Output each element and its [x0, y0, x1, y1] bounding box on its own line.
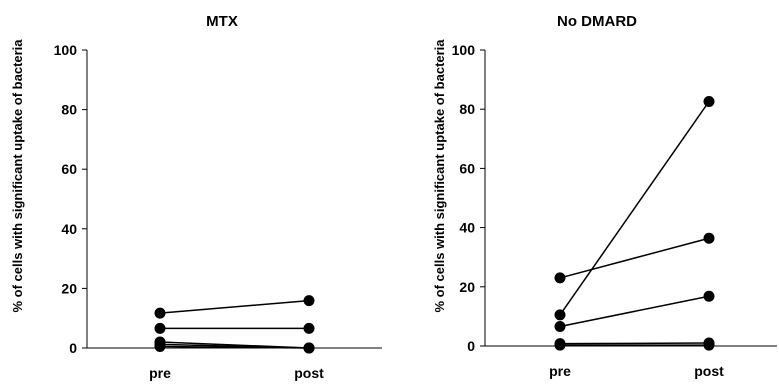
series-group	[554, 96, 715, 351]
series-1	[554, 96, 715, 321]
series-group	[154, 295, 315, 354]
x-tick-label: post	[694, 363, 724, 379]
y-tick-label: 0	[69, 340, 77, 356]
series-4	[554, 337, 715, 350]
chart-panel-mtx: MTX % of cells with significant uptake o…	[10, 13, 382, 381]
chart-title: No DMARD	[557, 13, 637, 30]
y-tick-label: 40	[459, 220, 475, 236]
y-tick-label: 100	[54, 42, 78, 58]
y-tick-label: 40	[61, 221, 77, 237]
data-point-post	[703, 96, 715, 108]
series-line	[159, 345, 310, 349]
series-2	[154, 322, 315, 334]
data-point-pre	[154, 307, 166, 319]
y-tick-label: 20	[459, 279, 475, 295]
y-tick-label: 100	[452, 42, 476, 58]
data-point-pre	[554, 339, 566, 351]
data-point-post	[303, 295, 315, 307]
y-tick-label: 20	[61, 280, 77, 296]
x-tick-label: pre	[149, 365, 171, 381]
series-line	[559, 342, 710, 345]
series-3	[554, 290, 715, 332]
series-1	[154, 295, 315, 319]
series-2	[554, 232, 715, 284]
y-axis-label: % of cells with significant uptake of ba…	[432, 39, 447, 313]
series-line	[559, 237, 710, 279]
axes	[86, 50, 382, 349]
series-5	[154, 341, 315, 354]
data-point-pre	[554, 272, 566, 284]
series-line	[559, 101, 710, 316]
chart-panel-no-dmard: No DMARD % of cells with significant upt…	[432, 13, 777, 379]
y-tick-label: 80	[459, 101, 475, 117]
y-ticks: 0 20 40 60 80 100	[452, 42, 485, 354]
data-point-pre	[154, 341, 166, 353]
data-point-pre	[554, 309, 566, 321]
data-point-post	[703, 290, 715, 302]
data-point-pre	[154, 322, 166, 334]
x-tick-label: post	[294, 365, 324, 381]
y-tick-label: 60	[61, 161, 77, 177]
series-line	[559, 295, 710, 328]
axes	[484, 50, 777, 347]
y-tick-label: 80	[61, 102, 77, 118]
x-tick-label: pre	[549, 363, 571, 379]
data-point-post	[703, 339, 715, 351]
data-point-post	[703, 232, 715, 244]
y-ticks: 0 20 40 60 80 100	[54, 42, 87, 356]
chart-title: MTX	[206, 13, 238, 30]
x-ticks: pre post	[149, 365, 324, 381]
data-point-pre	[554, 320, 566, 332]
data-point-post	[303, 342, 315, 354]
x-ticks: pre post	[549, 363, 724, 379]
y-tick-label: 60	[459, 160, 475, 176]
y-tick-label: 0	[467, 338, 475, 354]
data-point-post	[303, 322, 315, 334]
y-axis-label: % of cells with significant uptake of ba…	[10, 39, 25, 313]
series-line	[159, 299, 310, 314]
series-5	[554, 339, 715, 351]
